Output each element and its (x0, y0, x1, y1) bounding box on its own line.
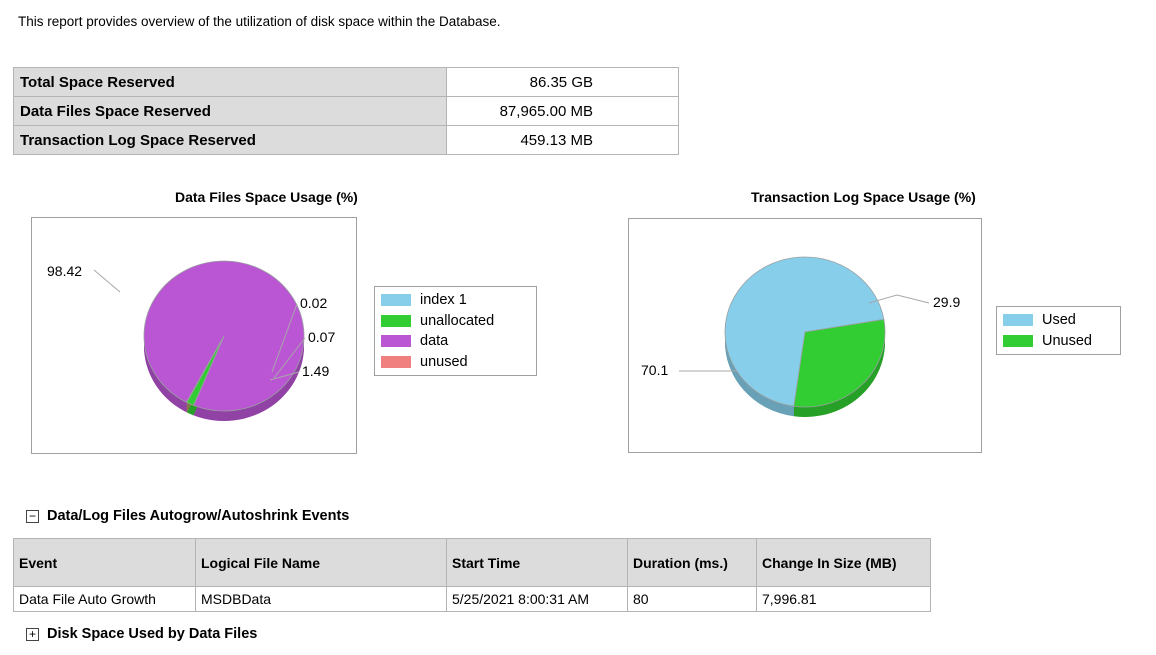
legend-item: Used (1003, 310, 1114, 331)
pie-leader-line (269, 371, 300, 381)
collapse-icon[interactable]: − (26, 509, 39, 523)
legend-label: Used (1042, 312, 1076, 329)
disk-space-section-title: Disk Space Used by Data Files (47, 626, 258, 642)
expand-icon[interactable]: + (26, 627, 39, 641)
pie-leader-line (271, 303, 298, 373)
legend-item: unused (381, 352, 530, 373)
pie-slice-label: 0.07 (308, 329, 335, 345)
legend-label: data (420, 333, 449, 350)
legend-label: unallocated (420, 312, 495, 329)
table-cell: 5/25/2021 8:00:31 AM (446, 586, 628, 612)
pie-slice (724, 256, 885, 407)
pie-slice-label: 1.49 (302, 363, 329, 379)
column-header[interactable]: Event (13, 538, 196, 587)
log-pie-svg: 70.1 29.9 (641, 256, 960, 417)
pie-slice (793, 318, 886, 408)
table-cell: Data File Auto Growth (13, 586, 196, 612)
summary-label: Total Space Reserved (13, 67, 447, 97)
column-header[interactable]: Start Time (446, 538, 628, 587)
pie-slice-label: 29.9 (933, 294, 960, 310)
column-header[interactable]: Duration (ms.) (627, 538, 757, 587)
data-files-legend: index 1 unallocated data unused (374, 286, 537, 376)
summary-row: Data Files Space Reserved 87,965.00 MB (13, 96, 679, 126)
log-legend: Used Unused (996, 306, 1121, 355)
pie-slice-label: 98.42 (47, 263, 82, 279)
legend-swatch (381, 294, 411, 307)
log-pie-chart: 70.1 29.9 (628, 218, 982, 453)
report-intro-text: This report provides overview of the uti… (18, 14, 501, 29)
legend-label: unused (420, 353, 468, 370)
summary-label: Data Files Space Reserved (13, 96, 447, 126)
legend-swatch (381, 335, 411, 348)
table-cell: 80 (627, 586, 757, 612)
table-header-row: Event Logical File Name Start Time Durat… (13, 538, 931, 587)
legend-label: Unused (1042, 332, 1092, 349)
legend-item: data (381, 331, 530, 352)
summary-label: Transaction Log Space Reserved (13, 125, 447, 155)
table-cell: 7,996.81 (756, 586, 931, 612)
disk-space-section-header[interactable]: + Disk Space Used by Data Files (26, 626, 257, 642)
summary-value: 459.13 MB (446, 125, 679, 155)
pie-leader-line (273, 337, 306, 379)
legend-item: unallocated (381, 311, 530, 332)
legend-swatch (381, 355, 411, 368)
pie-slice-label: 70.1 (641, 362, 668, 378)
log-chart-title: Transaction Log Space Usage (%) (751, 189, 976, 205)
pie-leader-line (868, 294, 930, 304)
legend-item: index 1 (381, 290, 530, 311)
pie-leader-line (93, 269, 121, 293)
data-files-chart-title: Data Files Space Usage (%) (175, 189, 358, 205)
column-header[interactable]: Logical File Name (195, 538, 447, 587)
data-files-pie-chart: 0.02 1.49 98.42 0.07 (31, 217, 357, 454)
legend-label: index 1 (420, 292, 467, 309)
summary-row: Transaction Log Space Reserved 459.13 MB (13, 125, 679, 155)
data-files-pie-svg: 0.02 1.49 98.42 0.07 (47, 260, 335, 421)
legend-swatch (1003, 334, 1033, 347)
summary-row: Total Space Reserved 86.35 GB (13, 67, 679, 97)
summary-table: Total Space Reserved 86.35 GB Data Files… (13, 67, 679, 155)
summary-value: 86.35 GB (446, 67, 679, 97)
legend-item: Unused (1003, 331, 1114, 352)
column-header[interactable]: Change In Size (MB) (756, 538, 931, 587)
autogrow-section-header[interactable]: − Data/Log Files Autogrow/Autoshrink Eve… (26, 508, 349, 524)
legend-swatch (381, 314, 411, 327)
pie-slice (185, 335, 225, 403)
table-row: Data File Auto Growth MSDBData 5/25/2021… (13, 586, 931, 612)
summary-value: 87,965.00 MB (446, 96, 679, 126)
autogrow-section-title: Data/Log Files Autogrow/Autoshrink Event… (47, 508, 350, 524)
pie-slice-label: 0.02 (300, 295, 327, 311)
legend-swatch (1003, 314, 1033, 327)
autogrow-events-table: Event Logical File Name Start Time Durat… (13, 538, 931, 612)
table-cell: MSDBData (195, 586, 447, 612)
